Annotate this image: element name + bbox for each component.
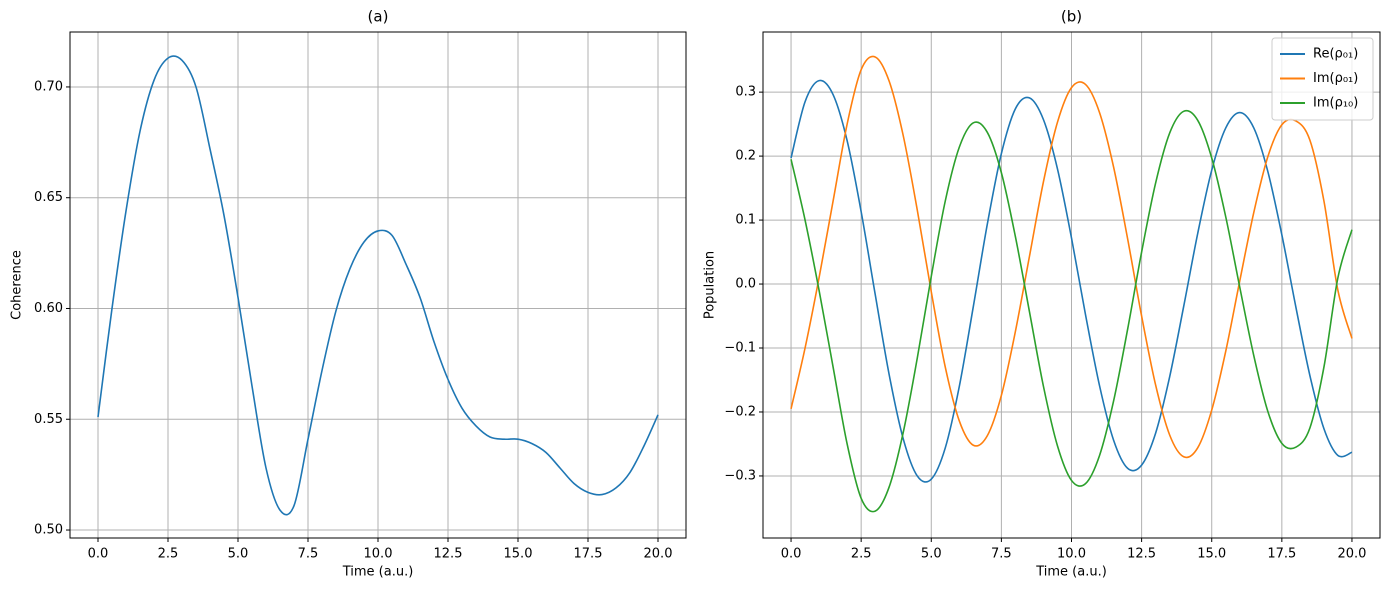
y-tick-label: 0.55 [34, 412, 63, 427]
x-tick-label: 10.0 [364, 547, 393, 562]
x-tick-label: 2.5 [158, 547, 179, 562]
chart-title: (b) [1061, 8, 1082, 26]
y-tick-label: −0.3 [724, 468, 756, 483]
y-tick-label: 0.1 [735, 213, 756, 228]
x-tick-label: 20.0 [644, 547, 673, 562]
x-tick-label: 15.0 [1197, 547, 1226, 562]
x-tick-label: 17.5 [1267, 547, 1296, 562]
series-line [790, 109, 1353, 513]
series-line [97, 55, 659, 516]
x-tick-label: 5.0 [228, 547, 249, 562]
x-tick-label: 20.0 [1337, 547, 1366, 562]
series-line [790, 79, 1353, 483]
y-tick-label: −0.1 [724, 341, 756, 356]
chart-title: (a) [368, 8, 389, 26]
legend-label: Im(ρ₁₀) [1313, 96, 1358, 111]
series-line [790, 55, 1353, 459]
y-tick-label: 0.70 [34, 79, 63, 94]
x-tick-label: 7.5 [298, 547, 319, 562]
x-axis-label: Time (a.u.) [342, 565, 414, 580]
x-tick-label: 0.0 [88, 547, 109, 562]
x-tick-label: 5.0 [921, 547, 942, 562]
x-tick-label: 17.5 [574, 547, 603, 562]
y-tick-label: 0.3 [735, 85, 756, 100]
x-tick-label: 2.5 [851, 547, 872, 562]
axes-frame [762, 31, 1381, 539]
x-tick-label: 7.5 [991, 547, 1012, 562]
x-tick-label: 10.0 [1057, 547, 1086, 562]
x-tick-label: 12.5 [1127, 547, 1156, 562]
y-tick-label: 0.2 [735, 149, 756, 164]
x-tick-label: 15.0 [504, 547, 533, 562]
axes-frame [69, 31, 687, 539]
y-tick-label: 0.50 [34, 523, 63, 538]
y-axis-label: Population [703, 251, 718, 319]
x-axis-label: Time (a.u.) [1035, 565, 1107, 580]
legend-label: Re(ρ₀₁) [1313, 47, 1358, 62]
x-tick-label: 12.5 [434, 547, 463, 562]
y-tick-label: 0.60 [34, 301, 63, 316]
y-axis-label: Coherence [10, 250, 25, 320]
legend-box [1271, 37, 1374, 121]
y-tick-label: 0.0 [735, 277, 756, 292]
x-tick-label: 0.0 [781, 547, 802, 562]
legend-label: Im(ρ₀₁) [1313, 71, 1358, 86]
y-tick-label: 0.65 [34, 190, 63, 205]
y-tick-label: −0.2 [724, 404, 756, 419]
